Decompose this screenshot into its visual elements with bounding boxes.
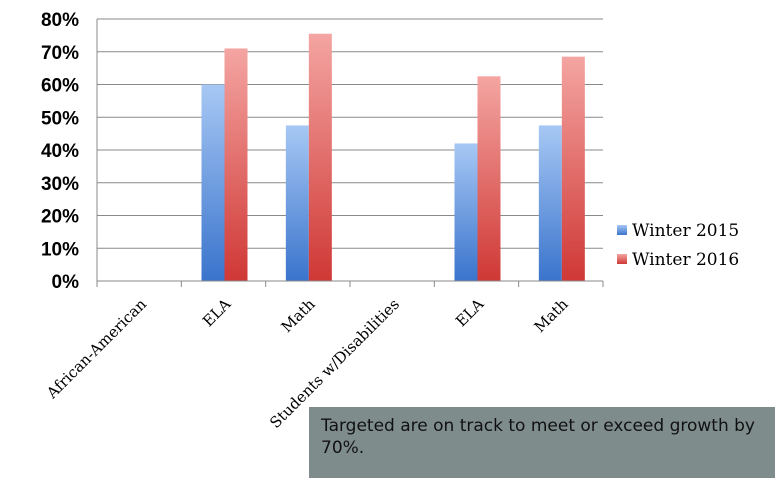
y-tick-label: 40%	[41, 141, 79, 162]
bar-winter-2016	[224, 48, 248, 281]
y-tick-label: 60%	[41, 76, 79, 97]
bar-winter-2016	[477, 76, 501, 281]
y-tick-label: 10%	[41, 239, 79, 260]
y-tick-label: 80%	[41, 10, 79, 31]
bar-winter-2015	[454, 143, 478, 281]
y-tick-label: 0%	[52, 272, 80, 293]
x-category-label: Math	[278, 295, 319, 336]
annotation-text: Targeted are on track to meet or exceed …	[321, 416, 755, 458]
bar-winter-2016	[561, 56, 585, 281]
grid-lines	[97, 18, 603, 249]
bar-winter-2015	[285, 125, 309, 281]
x-category-label: African-American	[42, 295, 150, 403]
x-category-label: ELA	[452, 295, 487, 330]
bar-winter-2015	[201, 84, 225, 281]
bar-winter-2016	[308, 33, 332, 281]
legend: Winter 2015 Winter 2016	[617, 221, 739, 270]
legend-label: Winter 2015	[632, 221, 739, 241]
y-axis-ticks: 0% 10% 20% 30% 40% 50% 60% 70% 80%	[41, 10, 79, 293]
y-tick-label: 50%	[41, 108, 79, 129]
annotation-box: Targeted are on track to meet or exceed …	[309, 407, 775, 478]
y-tick-label: 20%	[41, 207, 79, 228]
x-category-label: Math	[531, 295, 572, 336]
legend-label: Winter 2016	[632, 250, 739, 270]
x-category-label: ELA	[199, 295, 234, 330]
y-tick-label: 70%	[41, 43, 79, 64]
y-tick-label: 30%	[41, 174, 79, 195]
bars	[201, 33, 585, 281]
legend-swatch	[617, 225, 627, 235]
axes	[96, 19, 604, 287]
bar-winter-2015	[538, 125, 562, 281]
legend-swatch	[617, 254, 627, 264]
